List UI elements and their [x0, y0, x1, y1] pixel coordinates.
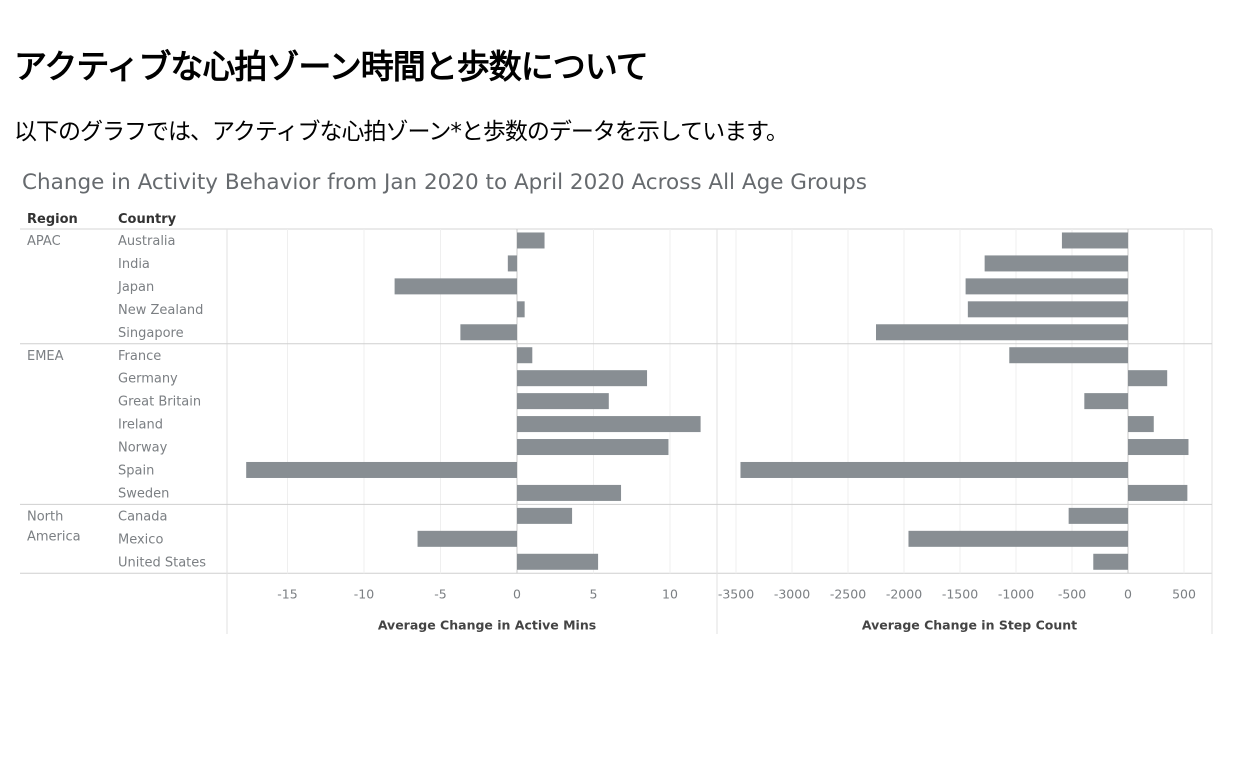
bar-active-mins: [517, 393, 609, 410]
bar-active-mins: [517, 416, 701, 433]
bar-step-count: [1128, 416, 1154, 433]
country-label: Canada: [118, 509, 167, 524]
bar-step-count: [876, 324, 1128, 341]
grid-layer: [20, 228, 1213, 634]
country-label: Norway: [118, 441, 168, 456]
tick-label: -3500: [718, 586, 754, 601]
country-label: France: [118, 349, 161, 364]
axis-title: Average Change in Step Count: [862, 617, 1077, 632]
header-country: Country: [118, 212, 177, 227]
country-label: Spain: [118, 464, 154, 479]
region-label-line: APAC: [27, 234, 61, 249]
region-label: APAC: [27, 234, 61, 249]
bar-active-mins: [517, 347, 533, 364]
region-label: North America: [27, 509, 81, 544]
header-region: Region: [27, 212, 78, 227]
axes-layer: -15 -10 -5 0 5 10 Average Change in Active Min…: [277, 586, 1196, 632]
tick-label: -10: [354, 586, 374, 601]
bar-active-mins: [460, 324, 517, 341]
bar-step-count: [1128, 370, 1168, 387]
region-label: EMEA: [27, 349, 64, 364]
country-label: Japan: [117, 280, 154, 295]
bar-step-count: [740, 461, 1128, 478]
tick-label: 10: [662, 586, 678, 601]
bar-step-count: [1128, 439, 1189, 456]
country-label: Ireland: [118, 418, 163, 433]
bar-step-count: [984, 255, 1128, 272]
country-label: Singapore: [118, 326, 184, 341]
bar-active-mins: [517, 507, 573, 524]
bar-active-mins: [517, 301, 525, 318]
tick-label: -2500: [830, 586, 866, 601]
region-label-line: EMEA: [27, 349, 64, 364]
tick-label: -3000: [774, 586, 810, 601]
tick-label: -1500: [942, 586, 978, 601]
bar-step-count: [908, 530, 1128, 547]
chart-title: Change in Activity Behavior from Jan 202…: [22, 170, 867, 195]
bar-step-count: [965, 278, 1128, 295]
bars-layer: [246, 232, 1189, 570]
activity-chart: Change in Activity Behavior from Jan 202…: [20, 170, 1213, 634]
bar-step-count: [1061, 232, 1128, 249]
bar-step-count: [1093, 553, 1128, 570]
tick-label: -2000: [886, 586, 922, 601]
bar-active-mins: [517, 370, 648, 387]
bar-active-mins: [394, 278, 517, 295]
bar-step-count: [1128, 484, 1188, 501]
country-label: Mexico: [118, 532, 163, 547]
tick-label: -15: [277, 586, 297, 601]
region-label-line: North: [27, 509, 63, 524]
bar-step-count: [1009, 347, 1128, 364]
tick-label: -5: [434, 586, 446, 601]
axis-title: Average Change in Active Mins: [378, 617, 596, 632]
bar-active-mins: [246, 461, 517, 478]
bar-step-count: [1084, 393, 1128, 410]
country-label: Sweden: [118, 486, 169, 501]
page-intro: 以下のグラフでは、アクティブな心拍ゾーン*と歩数のデータを示しています。: [14, 119, 789, 145]
tick-label: 5: [590, 586, 598, 601]
tick-label: -1000: [998, 586, 1034, 601]
tick-label: -500: [1058, 586, 1086, 601]
bar-active-mins: [517, 553, 599, 570]
bar-active-mins: [517, 484, 622, 501]
tick-label: 500: [1172, 586, 1196, 601]
country-label: India: [118, 257, 150, 272]
bar-step-count: [967, 301, 1128, 318]
country-label: Great Britain: [118, 395, 201, 410]
tick-label: 0: [1124, 586, 1132, 601]
country-label: Germany: [118, 372, 178, 387]
bar-active-mins: [517, 232, 545, 249]
tick-label: 0: [513, 586, 521, 601]
bar-active-mins: [417, 530, 517, 547]
country-label: New Zealand: [118, 303, 203, 318]
country-label: United States: [118, 555, 206, 570]
page-heading: アクティブな心拍ゾーン時間と歩数について: [14, 47, 649, 86]
bar-active-mins: [507, 255, 517, 272]
bar-active-mins: [517, 439, 669, 456]
country-label: Australia: [118, 234, 176, 249]
region-label-line: America: [27, 529, 81, 544]
row-labels: APAC Australia India Japan New Zealand Singap…: [27, 234, 206, 570]
bar-step-count: [1068, 507, 1128, 524]
